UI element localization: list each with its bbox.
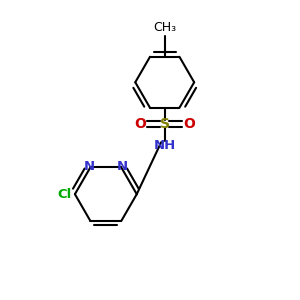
Text: Cl: Cl: [58, 188, 72, 201]
Text: O: O: [134, 117, 146, 131]
Text: NH: NH: [154, 139, 176, 152]
Text: N: N: [117, 160, 128, 173]
Text: N: N: [83, 160, 94, 173]
Text: CH₃: CH₃: [153, 21, 176, 34]
Text: S: S: [160, 117, 170, 131]
Text: O: O: [184, 117, 195, 131]
